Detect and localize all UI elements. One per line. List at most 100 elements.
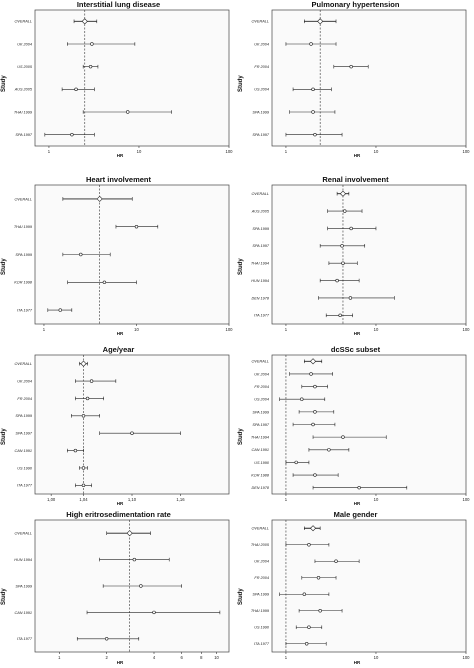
x-tick-label: 8 [200,655,203,660]
study-label: SPA 1999 [15,584,33,588]
forest-plot-area: 1 10 100 OVERALL UK 2004 FR 2004 US 2004 SPA 19… [251,9,470,154]
study-estimate-marker [104,637,109,641]
plot-frame [34,354,230,495]
study-label: SPA 1999 [252,593,270,597]
study-label: THAI 1994 [251,436,269,440]
study-label: UK 2004 [17,42,32,46]
study-estimate-marker [357,485,361,490]
panel-age-year: Age/year Study 1,00 1,04 1,10 1,16 OVERALL UK… [0,345,237,510]
x-tick-label: 4 [153,655,156,660]
plot-frame [271,184,467,325]
study-label: SPA 1997 [252,423,270,427]
x-axis-label: HR [353,501,361,506]
study-estimate-marker [302,592,307,596]
x-axis-label: HR [116,660,124,665]
x-tick-label: 10 [374,149,379,154]
study-label: DEN 1978 [251,296,269,300]
x-tick-label: 1,04 [79,497,88,502]
study-label: SPA 1997 [15,133,33,137]
study-label: SPA 1999 [252,410,270,414]
x-tick-label: 1 [48,149,51,154]
forest-plot-area: 1 10 100 OVERALL THAI 1999 SPA 1999 KOR 1998 IT… [14,184,233,332]
study-estimate-marker [343,209,347,213]
study-estimate-marker [341,435,345,439]
study-estimate-marker [316,576,321,580]
study-label: THAI 1999 [14,225,33,229]
panel-title: Male gender [333,510,378,519]
x-tick-label: 1 [58,655,61,660]
study-estimate-marker [309,372,313,376]
study-label: FR 2004 [254,385,269,389]
panel-pulmonary-hypertension: Pulmonary hypertension Study 1 10 100 OVERA… [237,0,474,162]
study-label: HUN 1994 [251,279,269,283]
study-estimate-marker [313,384,317,389]
x-tick-label: 1 [285,149,288,154]
x-axis-label: HR [116,331,124,336]
study-label: US 1990 [17,466,33,470]
x-axis-label: HR [116,153,124,158]
study-label: US 1990 [254,626,270,630]
study-estimate-marker [300,397,304,401]
x-tick-label: 100 [463,497,471,502]
x-tick-label: 100 [226,149,234,154]
panel-title: High eritrosedimentation rate [66,510,171,519]
panel-male-gender: Male gender Study 1 10 100 OVERALL THAI 2005… [237,510,474,668]
study-estimate-marker [152,610,156,615]
panel-dcssc-subset: dcSSc subset Study 1 10 100 OVERALL UK 2004 F… [237,345,474,510]
study-label: CAN 1991 [14,611,32,615]
study-estimate-marker [294,460,298,465]
study-label: DEN 1978 [251,486,269,490]
study-estimate-marker [85,396,90,401]
study-estimate-marker [81,466,86,470]
forest-plot-area: 1 10 100 OVERALL AUS 2005 SPA 1999 SPA 1997 THA… [251,184,470,332]
study-label: AUS 2005 [251,209,270,213]
study-label: SPA 1997 [15,432,33,436]
study-label: ITA 1977 [254,642,270,646]
pooled-estimate-marker [317,18,324,25]
forest-plot-area: 1 2 4 6 8 10 OVERALL HUN 1994 SPA 1999 CAN 1991 IT… [14,519,230,660]
forest-plot-area: 1 10 100 OVERALL UK 2004 US 2005 AUS 2005 THAI … [14,9,234,154]
pooled-estimate-marker [126,530,133,537]
study-label: OVERALL [251,360,269,364]
study-label: OVERALL [14,362,32,366]
study-estimate-marker [334,559,338,563]
study-estimate-marker [348,296,353,300]
x-tick-label: 6 [181,655,184,660]
study-estimate-marker [102,280,107,285]
study-label: ITA 1977 [17,309,33,313]
study-estimate-marker [327,448,331,452]
x-tick-label: 1,16 [176,497,185,502]
x-tick-label: 10 [137,149,142,154]
study-estimate-marker [341,261,345,265]
study-label: OVERALL [251,192,269,196]
forest-plot-area: 1 10 100 OVERALL UK 2004 FR 2004 US 2004 SPA 19… [251,354,471,502]
study-estimate-marker [313,410,317,414]
study-estimate-marker [89,379,94,383]
study-label: SPA 1999 [252,110,270,114]
study-label: HUN 1994 [14,558,32,562]
panel-title: Pulmonary hypertension [311,0,400,9]
study-label: US 1990 [254,461,270,465]
pooled-estimate-marker [96,195,103,202]
study-estimate-marker [307,625,311,629]
forest-plot-area: 1,00 1,04 1,10 1,16 OVERALL UK 2004 FR 2004 SPA… [14,354,230,502]
study-label: UK 2004 [254,42,269,46]
study-label: OVERALL [14,197,32,201]
study-estimate-marker [349,64,353,69]
study-label: US 2005 [17,65,33,69]
study-label: KOR 1988 [251,473,270,477]
pooled-estimate-marker [310,525,317,532]
pooled-estimate-marker [80,360,87,367]
panel-renal-involvement: Renal involvement Study 1 10 100 OVERALL AUS… [237,175,474,340]
panel-heart-involvement: Heart involvement Study 1 10 100 OVERALL THA… [0,175,237,340]
study-label: OVERALL [14,532,32,536]
x-tick-label: 100 [463,655,471,660]
study-label: UK 2004 [254,372,269,376]
x-axis-label: HR [353,331,361,336]
study-estimate-marker [81,483,86,488]
study-label: FR 2004 [254,576,269,580]
study-label: FR 2004 [254,65,269,69]
study-label: OVERALL [251,527,269,531]
study-label: SPA 1997 [252,244,270,248]
